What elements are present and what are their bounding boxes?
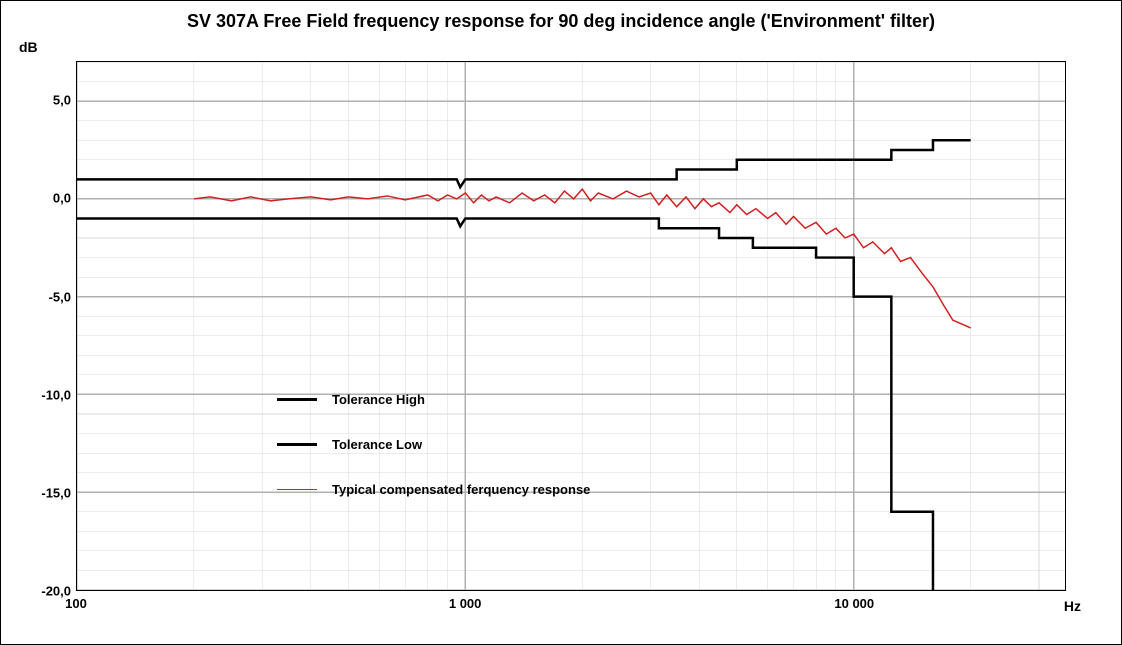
y-tick: -5,0: [21, 289, 71, 304]
legend-label: Typical compensated ferquency response: [332, 482, 590, 497]
y-axis-label: dB: [19, 39, 38, 55]
x-tick: 10 000: [834, 596, 874, 611]
chart-title: SV 307A Free Field frequency response fo…: [1, 11, 1121, 32]
x-tick: 100: [65, 596, 87, 611]
legend-item: Typical compensated ferquency response: [277, 482, 590, 497]
legend: Tolerance High Tolerance Low Typical compe…: [277, 392, 590, 527]
chart-container: SV 307A Free Field frequency response fo…: [0, 0, 1122, 645]
x-axis-label: Hz: [1064, 598, 1081, 614]
legend-label: Tolerance Low: [332, 437, 422, 452]
y-tick: -10,0: [21, 387, 71, 402]
plot-area: Tolerance High Tolerance Low Typical compe…: [76, 61, 1066, 591]
y-tick: 0,0: [21, 191, 71, 206]
y-tick: -15,0: [21, 485, 71, 500]
legend-swatch: [277, 398, 317, 401]
legend-item: Tolerance Low: [277, 437, 590, 452]
y-tick: -20,0: [21, 584, 71, 599]
series-0: [77, 140, 971, 187]
legend-item: Tolerance High: [277, 392, 590, 407]
legend-swatch: [277, 443, 317, 446]
y-tick: 5,0: [21, 93, 71, 108]
legend-label: Tolerance High: [332, 392, 425, 407]
x-tick: 1 000: [449, 596, 482, 611]
legend-swatch: [277, 489, 317, 491]
